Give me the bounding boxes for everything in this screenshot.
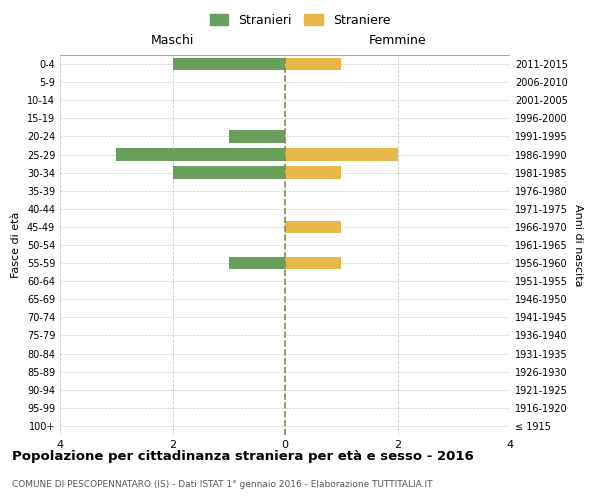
Text: Femmine: Femmine <box>368 34 427 48</box>
Bar <box>173 58 285 70</box>
Legend: Stranieri, Straniere: Stranieri, Straniere <box>205 8 395 32</box>
Bar <box>229 130 285 143</box>
Bar <box>229 257 285 270</box>
Bar <box>285 166 341 179</box>
Text: COMUNE DI PESCOPENNATARO (IS) - Dati ISTAT 1° gennaio 2016 - Elaborazione TUTTIT: COMUNE DI PESCOPENNATARO (IS) - Dati IST… <box>12 480 433 489</box>
Bar <box>116 148 285 161</box>
Bar <box>173 166 285 179</box>
Text: Maschi: Maschi <box>151 34 194 48</box>
Bar <box>285 220 341 233</box>
Y-axis label: Anni di nascita: Anni di nascita <box>573 204 583 286</box>
Bar <box>285 257 341 270</box>
Bar <box>285 58 341 70</box>
Bar <box>285 148 398 161</box>
Text: Popolazione per cittadinanza straniera per età e sesso - 2016: Popolazione per cittadinanza straniera p… <box>12 450 474 463</box>
Y-axis label: Fasce di età: Fasce di età <box>11 212 21 278</box>
